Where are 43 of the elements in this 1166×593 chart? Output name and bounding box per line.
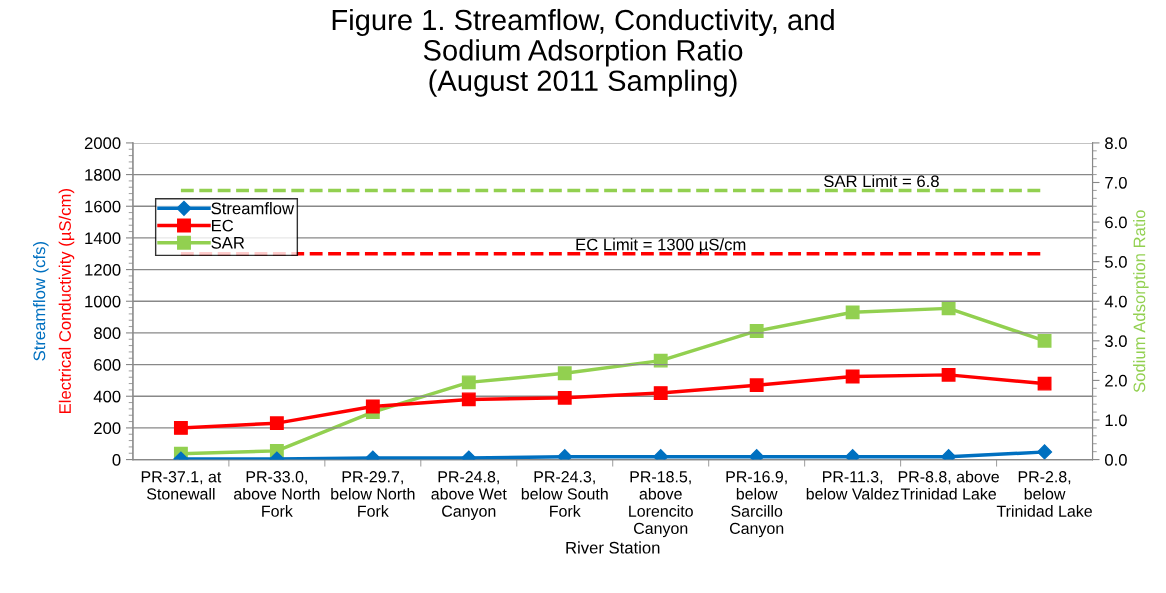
x-tick-label: PR-18.5, above Lorencito Canyon [629, 471, 693, 538]
y2-tick-label: 8.0 [1105, 137, 1127, 150]
y2-tick-label: 5.0 [1105, 256, 1127, 268]
legend-label: EC [212, 219, 234, 232]
x-tick-label: PR-24.8, above Wet Canyon [431, 471, 507, 520]
x-tick-label: PR-16.9, below Sarcillo Canyon [726, 471, 787, 538]
point [941, 301, 956, 316]
y-tick-label: 600 [94, 358, 121, 371]
y2-tick-label: 1.0 [1105, 414, 1127, 427]
chart-title: Figure 1. Streamflow, Conductivity, and Sodium Adsorption Ratio (August 2011 Sampling) [332, 8, 834, 97]
point [845, 305, 860, 320]
x-tick-label: PR-37.1, at Stonewall [141, 471, 222, 500]
x-axis-title: River Station [566, 541, 660, 554]
y-tick-label: 1000 [85, 295, 121, 308]
y-tick-label: 1400 [85, 232, 121, 245]
y2-tick-label: 7.0 [1105, 176, 1127, 189]
ref-line-label: EC Limit = 1300 µS/cm [576, 238, 746, 254]
y-axis-title: Streamflow (cfs) Electrical Conductivity (µS/cm) [33, 189, 75, 414]
y-tick-label: 0 [112, 453, 121, 466]
point [653, 353, 668, 368]
legend-label: SAR [211, 236, 245, 249]
y-tick-label: 1600 [85, 200, 121, 213]
legend-label: Streamflow [211, 202, 295, 215]
point [461, 375, 476, 390]
y2-tick-label: 3.0 [1104, 335, 1127, 348]
y-tick-label: 1200 [85, 263, 121, 276]
y-tick-label: 2000 [84, 137, 121, 150]
y-tick-label: 800 [94, 327, 121, 340]
y2-tick-label: 0.0 [1105, 453, 1127, 466]
x-tick-label: PR-11.3, below Valdez [806, 471, 899, 500]
point [1037, 333, 1052, 348]
y2-tick-label: 4.0 [1104, 295, 1127, 308]
x-tick-label: PR-33.0, above North Fork [234, 471, 320, 517]
y2-axis-title: Sodium Adsorption Ratio [1133, 210, 1149, 393]
y-tick-label: 400 [93, 390, 121, 403]
y-tick-label: 200 [94, 422, 121, 435]
y-tick-label: 1800 [85, 168, 121, 181]
x-tick-label: PR-29.7, below North Fork [331, 471, 415, 517]
x-tick-label: PR-24.3, below South Fork [521, 471, 608, 517]
point [557, 366, 572, 381]
y2-tick-label: 6.0 [1105, 216, 1127, 229]
ref-line-label: SAR Limit = 6.8 [824, 174, 939, 188]
y2-tick-label: 2.0 [1105, 374, 1127, 387]
